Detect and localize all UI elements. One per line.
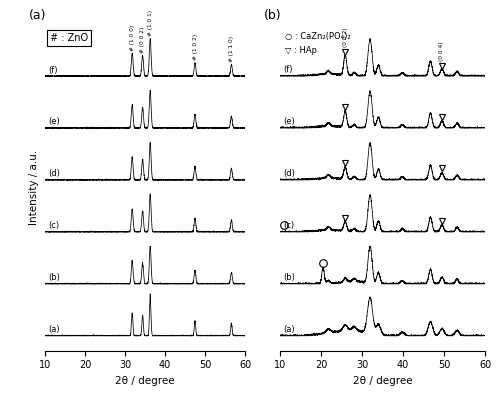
Text: (c): (c) xyxy=(284,221,294,230)
Text: (0 0 2): (0 0 2) xyxy=(342,28,347,47)
Text: (c): (c) xyxy=(48,221,60,230)
Text: (0 0 4): (0 0 4) xyxy=(440,41,444,61)
Text: (d): (d) xyxy=(48,169,60,178)
Text: (b): (b) xyxy=(284,273,295,282)
Text: # (1 1 0): # (1 1 0) xyxy=(229,36,234,62)
Text: (f): (f) xyxy=(48,65,58,74)
Text: ▽ : HAp: ▽ : HAp xyxy=(285,46,317,55)
Text: (b): (b) xyxy=(48,273,60,282)
Text: (e): (e) xyxy=(284,117,295,126)
Text: (e): (e) xyxy=(48,117,60,126)
X-axis label: 2θ / degree: 2θ / degree xyxy=(115,376,175,386)
Text: (b): (b) xyxy=(264,9,281,22)
Text: # : ZnO: # : ZnO xyxy=(50,33,88,43)
Text: # (1 0 1): # (1 0 1) xyxy=(148,10,152,36)
Text: # (1 0 2): # (1 0 2) xyxy=(192,34,198,60)
Text: (a): (a) xyxy=(29,9,46,22)
Y-axis label: Intensity / a.u.: Intensity / a.u. xyxy=(30,150,40,225)
Text: (a): (a) xyxy=(48,325,60,334)
X-axis label: 2θ / degree: 2θ / degree xyxy=(352,376,412,386)
Text: # (0 0 2): # (0 0 2) xyxy=(140,26,145,53)
Text: # (1 0 0): # (1 0 0) xyxy=(130,24,134,51)
Text: (a): (a) xyxy=(284,325,295,334)
Text: (d): (d) xyxy=(284,169,295,178)
Text: (f): (f) xyxy=(284,65,293,74)
Text: ○ : CaZn₂(PO₄)₂: ○ : CaZn₂(PO₄)₂ xyxy=(285,32,350,41)
